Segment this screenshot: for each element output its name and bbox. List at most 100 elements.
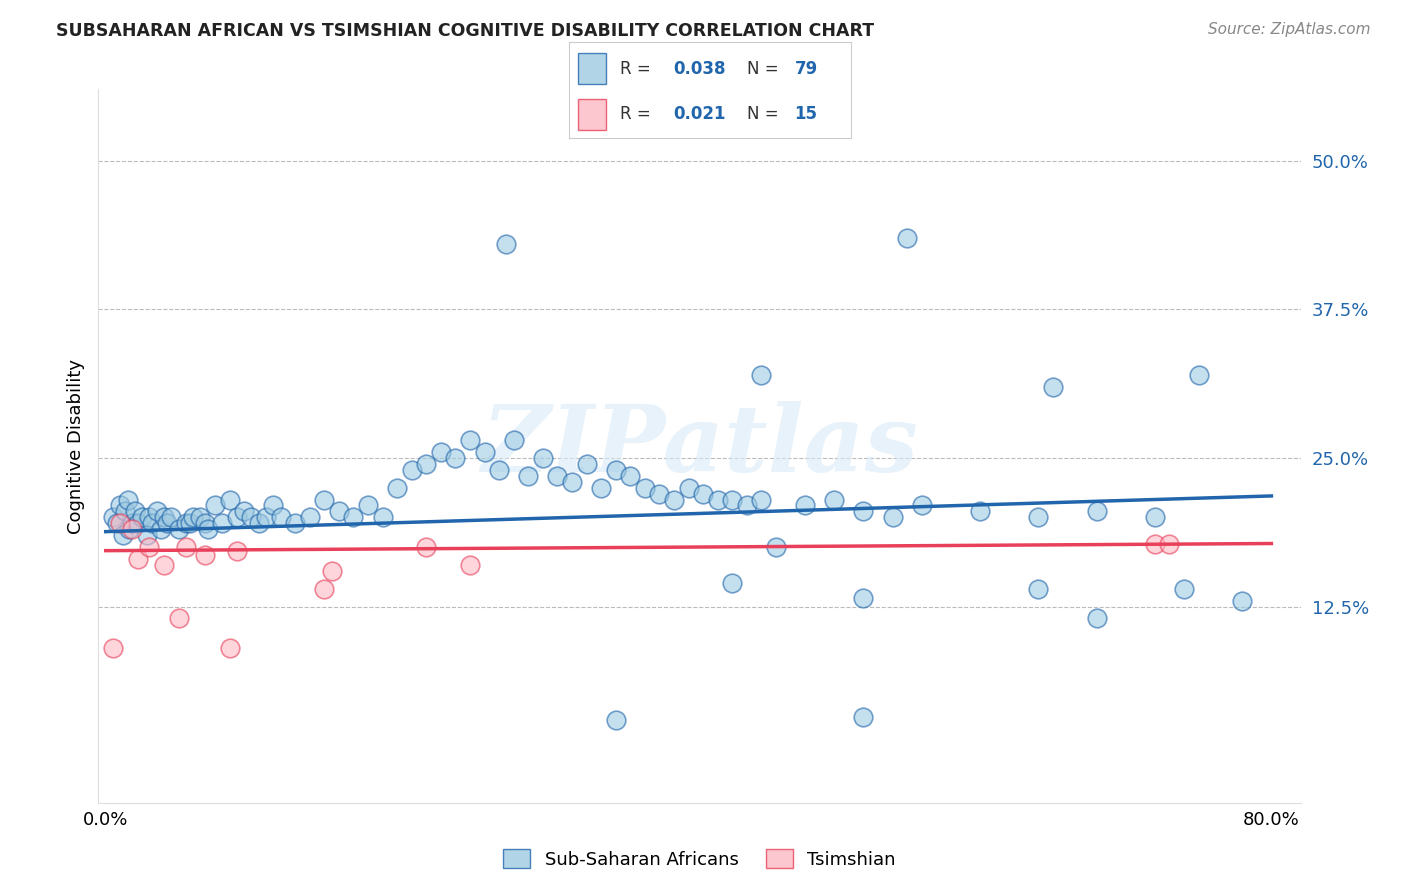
Point — [218, 492, 240, 507]
Point — [127, 552, 149, 566]
Point — [444, 450, 467, 465]
Text: ZIPatlas: ZIPatlas — [481, 401, 918, 491]
Point — [1232, 593, 1254, 607]
Point — [561, 475, 583, 489]
Point — [190, 510, 212, 524]
Point — [181, 510, 204, 524]
Point — [101, 641, 124, 656]
Point — [401, 463, 423, 477]
Point — [105, 516, 128, 531]
Point — [852, 710, 875, 724]
Point — [1026, 582, 1049, 596]
Point — [517, 468, 540, 483]
Text: R =: R = — [620, 60, 651, 78]
Point — [1026, 510, 1049, 524]
Point — [415, 540, 437, 554]
Text: N =: N = — [747, 60, 778, 78]
Point — [1143, 510, 1166, 524]
Point — [194, 516, 217, 531]
Point — [794, 499, 817, 513]
Point — [174, 540, 197, 554]
Point — [138, 540, 160, 554]
Point — [751, 368, 773, 382]
Point — [852, 504, 875, 518]
Point — [488, 463, 510, 477]
Point — [262, 499, 284, 513]
Point — [531, 450, 554, 465]
Point — [135, 528, 157, 542]
Point — [765, 540, 787, 554]
Point — [138, 510, 160, 524]
Point — [882, 510, 904, 524]
Point — [648, 486, 671, 500]
Point — [1143, 536, 1166, 550]
Point — [721, 492, 744, 507]
Point — [112, 528, 135, 542]
Point — [706, 492, 728, 507]
Point — [117, 492, 139, 507]
Point — [314, 582, 336, 596]
Point — [121, 516, 143, 531]
Point — [1085, 504, 1108, 518]
Point — [110, 499, 132, 513]
Point — [1085, 611, 1108, 625]
Point — [197, 522, 219, 536]
Point — [852, 591, 875, 606]
Point — [118, 522, 141, 536]
Point — [298, 510, 321, 524]
Point — [225, 510, 247, 524]
Legend: Sub-Saharan Africans, Tsimshian: Sub-Saharan Africans, Tsimshian — [496, 842, 903, 876]
Point — [1159, 536, 1181, 550]
Point — [619, 468, 641, 483]
Point — [233, 504, 256, 518]
Point — [254, 510, 277, 524]
Point — [270, 510, 292, 524]
Point — [314, 492, 336, 507]
Point — [502, 433, 524, 447]
Point — [751, 492, 773, 507]
Point — [150, 522, 173, 536]
Point — [591, 481, 613, 495]
Point — [194, 549, 217, 563]
Point — [225, 543, 247, 558]
Point — [204, 499, 226, 513]
Point — [969, 504, 991, 518]
Point — [284, 516, 307, 531]
Point — [321, 564, 343, 578]
Point — [211, 516, 233, 531]
Text: Source: ZipAtlas.com: Source: ZipAtlas.com — [1208, 22, 1371, 37]
Point — [153, 558, 176, 572]
Point — [179, 516, 201, 531]
Point — [911, 499, 934, 513]
Point — [575, 457, 598, 471]
Point — [218, 641, 240, 656]
Text: 0.038: 0.038 — [673, 60, 725, 78]
Bar — [578, 99, 606, 129]
Point — [160, 510, 183, 524]
Point — [692, 486, 714, 500]
Point — [662, 492, 685, 507]
Text: 79: 79 — [794, 60, 818, 78]
Point — [634, 481, 657, 495]
Point — [131, 510, 153, 524]
Point — [495, 236, 517, 251]
Point — [546, 468, 568, 483]
Point — [114, 504, 136, 518]
Point — [101, 510, 124, 524]
Point — [124, 504, 146, 518]
Point — [474, 445, 496, 459]
Point — [167, 522, 190, 536]
Point — [110, 516, 132, 531]
Point — [385, 481, 408, 495]
Point — [141, 516, 163, 531]
Point — [430, 445, 453, 459]
Point — [415, 457, 437, 471]
Point — [735, 499, 758, 513]
Point — [458, 433, 481, 447]
Text: 0.021: 0.021 — [673, 105, 725, 123]
Point — [357, 499, 380, 513]
Point — [823, 492, 845, 507]
Point — [458, 558, 481, 572]
Text: 15: 15 — [794, 105, 817, 123]
Point — [896, 231, 918, 245]
